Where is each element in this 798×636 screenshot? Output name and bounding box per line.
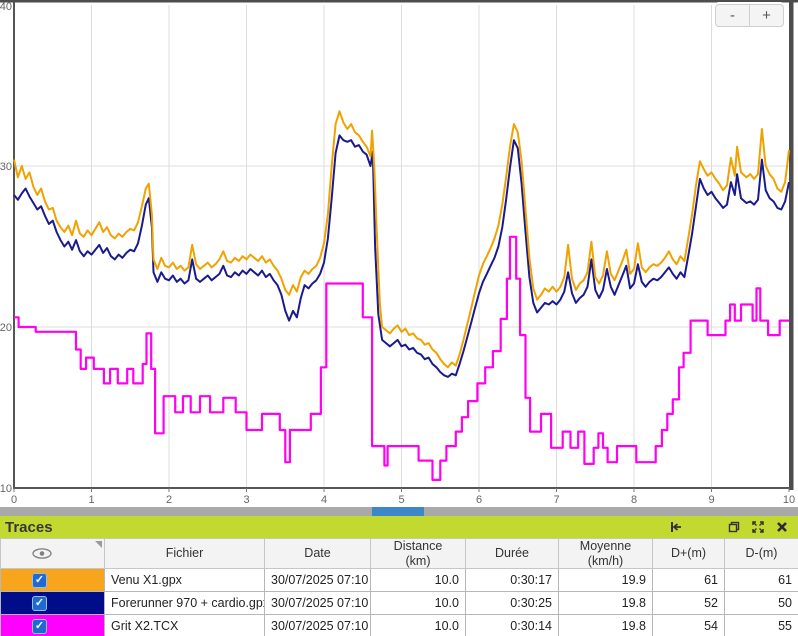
scrollbar-thumb[interactable] <box>372 507 424 516</box>
svg-text:6: 6 <box>476 494 482 506</box>
cell-date: 30/07/2025 07:10 <box>264 591 371 615</box>
svg-text:10: 10 <box>783 494 795 506</box>
column-header-dminus[interactable]: D-(m) <box>724 538 798 569</box>
cell-moyenne: 19.9 <box>558 568 653 592</box>
svg-text:7: 7 <box>553 494 559 506</box>
traces-panel-header: Traces <box>0 516 798 538</box>
zoom-control: - + <box>715 4 784 27</box>
table-row[interactable]: ✓ Forerunner 970 + cardio.gpx 30/07/2025… <box>0 591 798 615</box>
chart-horizontal-scrollbar[interactable] <box>0 507 798 516</box>
cell-distance: 10.0 <box>370 614 466 636</box>
cell-moyenne: 19.8 <box>558 614 653 636</box>
cell-distance: 10.0 <box>370 568 466 592</box>
header-line1: Moyenne <box>579 539 632 554</box>
cell-dminus: 50 <box>724 591 798 615</box>
close-icon[interactable] <box>776 521 788 533</box>
zoom-out-button[interactable]: - <box>730 7 735 24</box>
cell-fichier: Venu X1.gpx <box>104 568 265 592</box>
chart-area: 0 1 2 3 4 5 6 7 8 9 10 10 20 30 40 - + <box>0 0 798 507</box>
cell-dplus: 52 <box>652 591 725 615</box>
cell-dminus: 61 <box>724 568 798 592</box>
cell-dminus: 55 <box>724 614 798 636</box>
svg-text:8: 8 <box>631 494 637 506</box>
zoom-in-button[interactable]: + <box>749 5 783 26</box>
visibility-checkbox[interactable]: ✓ <box>32 595 47 611</box>
svg-text:4: 4 <box>321 494 327 506</box>
table-row[interactable]: ✓ Venu X1.gpx 30/07/2025 07:10 10.0 0:30… <box>0 568 798 592</box>
cell-duree: 0:30:17 <box>465 568 559 592</box>
svg-text:40: 40 <box>0 1 12 13</box>
column-header-duree[interactable]: Durée <box>465 538 559 569</box>
eye-icon[interactable] <box>1 547 104 560</box>
cell-moyenne: 19.8 <box>558 591 653 615</box>
cell-duree: 0:30:14 <box>465 614 559 636</box>
header-line2: (km) <box>405 553 431 568</box>
visibility-checkbox[interactable]: ✓ <box>32 572 47 588</box>
column-header-distance[interactable]: Distance (km) <box>370 538 466 569</box>
speed-chart[interactable]: 0 1 2 3 4 5 6 7 8 9 10 10 20 30 40 <box>0 0 798 507</box>
cell-duree: 0:30:25 <box>465 591 559 615</box>
svg-text:1: 1 <box>88 494 94 506</box>
table-row[interactable]: ✓ Grit X2.TCX 30/07/2025 07:10 10.0 0:30… <box>0 614 798 636</box>
svg-text:0: 0 <box>11 494 17 506</box>
visibility-column-header[interactable] <box>0 538 105 569</box>
cell-fichier: Forerunner 970 + cardio.gpx <box>104 591 265 615</box>
svg-text:30: 30 <box>0 161 12 173</box>
header-line1: Distance <box>393 539 443 554</box>
header-corner-triangle <box>95 541 102 548</box>
svg-text:10: 10 <box>0 483 12 495</box>
table-header-row: Fichier Date Distance (km) Durée Moyenne… <box>0 538 798 569</box>
maximize-icon[interactable] <box>752 521 764 533</box>
cell-dplus: 54 <box>652 614 725 636</box>
svg-text:9: 9 <box>708 494 714 506</box>
column-header-moyenne[interactable]: Moyenne (km/h) <box>558 538 653 569</box>
trace-color-swatch: ✓ <box>0 614 105 636</box>
cell-dplus: 61 <box>652 568 725 592</box>
svg-text:20: 20 <box>0 322 12 334</box>
column-header-dplus[interactable]: D+(m) <box>652 538 725 569</box>
trace-color-swatch: ✓ <box>0 568 105 592</box>
panel-title: Traces <box>5 518 53 536</box>
cell-date: 30/07/2025 07:10 <box>264 568 371 592</box>
svg-text:5: 5 <box>398 494 404 506</box>
svg-text:2: 2 <box>166 494 172 506</box>
traces-table: Fichier Date Distance (km) Durée Moyenne… <box>0 538 798 636</box>
cell-fichier: Grit X2.TCX <box>104 614 265 636</box>
svg-text:3: 3 <box>243 494 249 506</box>
restore-window-icon[interactable] <box>728 521 740 533</box>
header-line2: (km/h) <box>587 553 624 568</box>
cell-date: 30/07/2025 07:10 <box>264 614 371 636</box>
column-header-date[interactable]: Date <box>264 538 371 569</box>
visibility-checkbox[interactable]: ✓ <box>32 618 47 634</box>
cell-distance: 10.0 <box>370 591 466 615</box>
panel-header-icons <box>670 521 788 533</box>
collapse-left-icon[interactable] <box>670 521 682 533</box>
trace-color-swatch: ✓ <box>0 591 105 615</box>
column-header-fichier[interactable]: Fichier <box>104 538 265 569</box>
